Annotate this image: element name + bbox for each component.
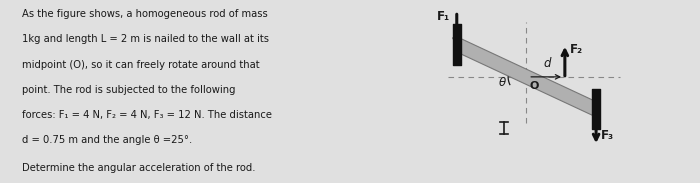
Text: d: d xyxy=(544,57,551,70)
Text: forces: F₁ = 4 N, F₂ = 4 N, F₃ = 12 N. The distance: forces: F₁ = 4 N, F₂ = 4 N, F₃ = 12 N. T… xyxy=(22,110,272,120)
Polygon shape xyxy=(454,38,599,116)
Text: Determine the angular acceleration of the rod.: Determine the angular acceleration of th… xyxy=(22,163,255,173)
Text: F₁: F₁ xyxy=(438,10,450,23)
Text: d = 0.75 m and the angle θ =25°.: d = 0.75 m and the angle θ =25°. xyxy=(22,135,193,145)
Text: θ: θ xyxy=(498,76,506,89)
Text: As the figure shows, a homogeneous rod of mass: As the figure shows, a homogeneous rod o… xyxy=(22,9,268,19)
Text: F₂: F₂ xyxy=(569,43,582,56)
Text: O: O xyxy=(530,81,539,92)
Text: F₃: F₃ xyxy=(601,129,614,143)
Text: point. The rod is subjected to the following: point. The rod is subjected to the follo… xyxy=(22,85,235,95)
Text: 1kg and length L = 2 m is nailed to the wall at its: 1kg and length L = 2 m is nailed to the … xyxy=(22,34,269,44)
Text: midpoint (O), so it can freely rotate around that: midpoint (O), so it can freely rotate ar… xyxy=(22,60,260,70)
